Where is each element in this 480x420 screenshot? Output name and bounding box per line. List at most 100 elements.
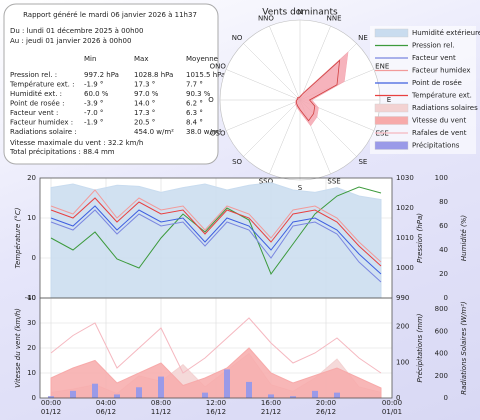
y-tick-label: 0 bbox=[32, 394, 36, 402]
y2-tick-label: 1030 bbox=[396, 174, 414, 182]
cell: 1028.8 hPa bbox=[134, 71, 173, 79]
rose-spoke bbox=[225, 69, 301, 101]
line-series bbox=[50, 197, 382, 267]
legend-label: Radiations solaires bbox=[412, 104, 478, 112]
y2-tick-label: 100 bbox=[396, 358, 409, 366]
legend-label: Vitesse du vent bbox=[412, 117, 466, 125]
y-tick-label: 40 bbox=[27, 294, 36, 302]
y2-tick-label: 1020 bbox=[396, 204, 414, 212]
cell: 454.0 w/m² bbox=[134, 128, 174, 136]
y3-tick-label: 100 bbox=[435, 174, 448, 182]
bar bbox=[290, 396, 296, 398]
legend-label: Pression rel. bbox=[412, 42, 455, 50]
cell: 17.3 ° bbox=[134, 81, 155, 89]
y3-tick-label: 400 bbox=[435, 350, 448, 358]
legend-label: Température ext. bbox=[411, 92, 472, 100]
bar bbox=[334, 392, 340, 398]
bar bbox=[202, 392, 208, 398]
y-tick-label: 10 bbox=[27, 369, 36, 377]
cell: 60.0 % bbox=[84, 90, 109, 98]
x-tick-hour: 20:00 bbox=[316, 399, 336, 407]
y3-tick-label: 800 bbox=[435, 305, 448, 313]
y-tick-label: 20 bbox=[27, 174, 36, 182]
legend-swatch bbox=[374, 116, 409, 125]
column-header: Moyenne bbox=[186, 55, 218, 63]
bar bbox=[48, 396, 54, 398]
rose-series bbox=[295, 59, 341, 122]
cell: -7.0 ° bbox=[84, 109, 103, 117]
rose-label: SSO bbox=[259, 177, 274, 185]
area-series bbox=[50, 347, 382, 399]
cell: 14.0 ° bbox=[134, 100, 155, 108]
rose-label: O bbox=[208, 96, 214, 104]
y3-tick-label: 0 bbox=[444, 294, 448, 302]
row-label: Facteur humidex : bbox=[10, 119, 73, 127]
y-tick-label: -10 bbox=[25, 294, 36, 302]
rose-spoke bbox=[243, 99, 301, 157]
rose-label: ENE bbox=[375, 62, 389, 70]
cell: 1015.5 hPa bbox=[186, 71, 225, 79]
rose-label: E bbox=[387, 96, 391, 104]
column-header: Min bbox=[84, 55, 96, 63]
column-header: Max bbox=[134, 55, 148, 63]
y2-tick-label: 1010 bbox=[396, 234, 414, 242]
y-tick-label: 30 bbox=[27, 319, 36, 327]
report-to: Au : jeudi 01 janvier 2026 à 00h00 bbox=[10, 37, 131, 45]
x-tick-label: 01/12 bbox=[41, 408, 61, 416]
y2-tick-label: 200 bbox=[396, 323, 409, 331]
bar bbox=[92, 383, 98, 398]
x-tick-hour: 12:00 bbox=[206, 399, 226, 407]
legend-label: Facteur humidex bbox=[412, 67, 471, 75]
rose-label: NO bbox=[232, 34, 243, 42]
y2-axis-label: Pression (hPa) bbox=[416, 213, 424, 263]
y-tick-label: 10 bbox=[27, 214, 36, 222]
rose-label: OSO bbox=[210, 130, 226, 138]
bar bbox=[70, 390, 76, 398]
y3-tick-label: 20 bbox=[439, 270, 448, 278]
rose-spoke bbox=[225, 99, 301, 131]
x-tick-hour: 08:00 bbox=[151, 399, 171, 407]
cell: -1.9 ° bbox=[84, 119, 103, 127]
rose-spoke bbox=[243, 43, 301, 101]
rose-series bbox=[295, 51, 349, 127]
bar bbox=[312, 390, 318, 398]
bar bbox=[224, 369, 230, 398]
plot-frame bbox=[39, 297, 393, 399]
rose-spoke bbox=[269, 25, 301, 101]
y3-tick-label: 600 bbox=[435, 327, 448, 335]
y2-tick-label: 990 bbox=[396, 294, 409, 302]
y3-tick-label: 60 bbox=[439, 222, 448, 230]
y-tick-label: 20 bbox=[27, 344, 36, 352]
rose-spoke bbox=[269, 99, 301, 175]
legend-label: Humidité extérieure bbox=[412, 29, 480, 37]
cell: 20.5 ° bbox=[134, 119, 155, 127]
cell: 90.3 % bbox=[186, 90, 211, 98]
total-rain: Total précipitations : 88.4 mm bbox=[9, 148, 115, 156]
y3-tick-label: 40 bbox=[439, 246, 448, 254]
rose-label: S bbox=[298, 184, 303, 192]
x-tick-label: 16/12 bbox=[206, 408, 226, 416]
rose-title: Vents dominants bbox=[262, 8, 338, 18]
bar bbox=[268, 394, 274, 398]
y3-tick-label: 200 bbox=[435, 372, 448, 380]
rose-label: SSE bbox=[327, 177, 340, 185]
cell: -1.9 ° bbox=[84, 81, 103, 89]
rose-label: NNE bbox=[327, 15, 342, 23]
cell: 38.0 w/m² bbox=[186, 128, 222, 136]
x-tick-hour: 16:00 bbox=[261, 399, 281, 407]
y3-tick-label: 80 bbox=[439, 198, 448, 206]
x-tick-label: 06/12 bbox=[96, 408, 116, 416]
y2-tick-label: 1000 bbox=[396, 264, 414, 272]
x-tick-hour: 00:00 bbox=[382, 399, 402, 407]
cell: 6.2 ° bbox=[186, 100, 203, 108]
x-tick-label: 11/12 bbox=[151, 408, 171, 416]
max-wind: Vitesse maximale du vent : 32.2 km/h bbox=[10, 139, 143, 147]
y-tick-label: 0 bbox=[32, 254, 36, 262]
line-series bbox=[50, 205, 382, 275]
cell: 97.0 % bbox=[134, 90, 159, 98]
rose-label: SO bbox=[232, 158, 242, 166]
row-label: Pression rel. : bbox=[10, 71, 57, 79]
rose-label: N bbox=[297, 8, 302, 16]
